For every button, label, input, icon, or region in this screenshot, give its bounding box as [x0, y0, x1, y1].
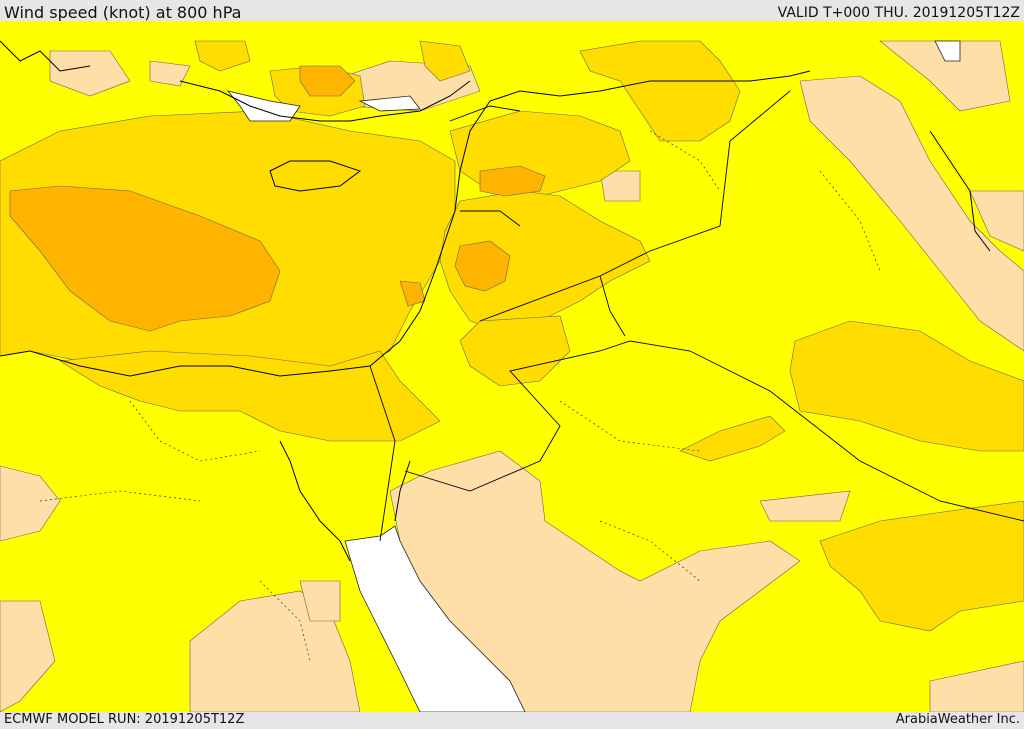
credit: ArabiaWeather Inc. [895, 712, 1020, 727]
province-borders [39, 130, 881, 662]
strong-wind-areas [9, 65, 546, 332]
low-wind-areas [0, 40, 1024, 712]
coastlines [0, 40, 991, 562]
country-borders [369, 90, 1024, 542]
sea-patch-north-east [358, 95, 421, 112]
sea-patch-north-east-2 [934, 40, 961, 62]
valid-time: VALID T+000 THU. 20191205T12Z [777, 5, 1020, 21]
wind-speed-map [0, 21, 1024, 712]
water-bodies [226, 40, 961, 712]
red-sea [344, 525, 526, 712]
map-title: Wind speed (knot) at 800 hPa [4, 3, 242, 22]
header-bar: Wind speed (knot) at 800 hPa VALID T+000… [0, 0, 1024, 22]
model-run: ECMWF MODEL RUN: 20191205T12Z [4, 712, 245, 727]
footer-bar: ECMWF MODEL RUN: 20191205T12Z ArabiaWeat… [0, 712, 1024, 729]
sea-patch-north [226, 90, 301, 122]
